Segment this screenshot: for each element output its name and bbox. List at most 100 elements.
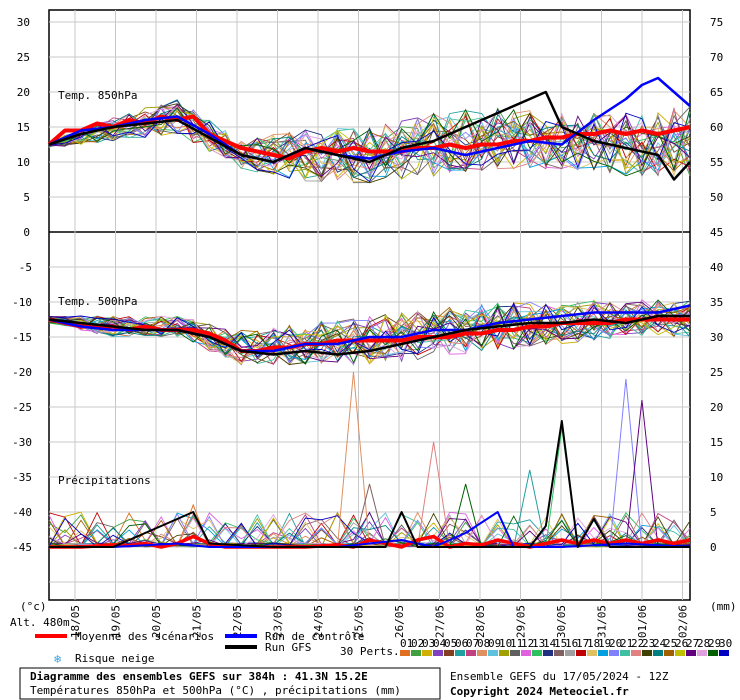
- pert-id-label: 17: [576, 637, 589, 650]
- series-line-t850: [48, 90, 691, 181]
- x-tick-label: 30/05: [555, 605, 568, 638]
- copyright-text: Copyright 2024 Meteociel.fr: [450, 685, 629, 698]
- pert-id-label: 28: [697, 637, 710, 650]
- y-tick-label-right: 70: [710, 51, 723, 64]
- y-tick-label-left: -40: [12, 506, 32, 519]
- x-tick-label: 26/05: [393, 605, 406, 638]
- pert-color-swatch: [587, 650, 597, 656]
- perturbation-line-t500: [48, 305, 691, 361]
- pert-color-swatch: [664, 650, 674, 656]
- perturbation-line-t850: [48, 112, 691, 183]
- series-line-t500: [48, 314, 690, 356]
- pert-color-swatch: [411, 650, 421, 656]
- y-tick-label-right: 35: [710, 296, 723, 309]
- y-tick-label-left: -45: [12, 541, 32, 554]
- pert-id-label: 05: [444, 637, 457, 650]
- pert-id-label: 06: [455, 637, 468, 650]
- pert-color-swatch: [697, 650, 707, 656]
- x-tick-label: 20/05: [150, 605, 163, 638]
- pert-id-label: 14: [543, 637, 557, 650]
- y-tick-label-left: 25: [17, 51, 30, 64]
- pert-id-label: 02: [411, 637, 424, 650]
- y-tick-label-right: 15: [710, 436, 723, 449]
- x-tick-label: 31/05: [596, 605, 609, 638]
- pert-color-swatch: [609, 650, 619, 656]
- y-tick-label-left: 5: [23, 191, 30, 204]
- precip-peak: [513, 469, 547, 548]
- y-tick-label-left: 10: [17, 156, 30, 169]
- precip-peak: [609, 378, 643, 548]
- pert-id-label: 16: [565, 637, 578, 650]
- series-line-t850: [48, 76, 691, 164]
- legend-control-label: Run de contrôle: [265, 630, 364, 643]
- pert-color-swatch: [565, 650, 575, 656]
- y-tick-label-left: -5: [19, 261, 32, 274]
- y-tick-label-left: 0: [23, 226, 30, 239]
- pert-id-label: 12: [521, 637, 534, 650]
- perturbation-line-t850: [48, 103, 691, 179]
- perturbation-line-t850: [48, 103, 691, 184]
- pert-id-label: 04: [433, 637, 447, 650]
- x-tick-label: 27/05: [434, 605, 447, 638]
- pert-color-swatch: [422, 650, 432, 656]
- pert-color-swatch: [708, 650, 718, 656]
- pert-id-label: 18: [587, 637, 600, 650]
- pert-id-label: 08: [477, 637, 490, 650]
- t850-panel-label: Temp. 850hPa: [58, 89, 137, 102]
- pert-color-swatch: [433, 650, 443, 656]
- y-tick-label-right: 65: [710, 86, 723, 99]
- series-lines: [47, 76, 691, 549]
- pert-id-label: 29: [708, 637, 721, 650]
- y-tick-label-left: -10: [12, 296, 32, 309]
- pert-color-swatch: [642, 650, 652, 656]
- y-tick-label-left: 20: [17, 86, 30, 99]
- series-line-precip: [49, 420, 690, 548]
- pert-color-swatch: [521, 650, 531, 656]
- precip-peak: [625, 399, 659, 548]
- y-tick-label-left: -15: [12, 331, 32, 344]
- y-tick-label-right: 55: [710, 156, 723, 169]
- y-tick-label-right: 30: [710, 331, 723, 344]
- y-tick-label-right: 0: [710, 541, 717, 554]
- snowflake-icon: ❄: [54, 652, 61, 666]
- pert-color-swatch: [400, 650, 410, 656]
- precip-peak: [352, 483, 387, 548]
- pert-id-label: 11: [510, 637, 523, 650]
- y-tick-label-right: 60: [710, 121, 723, 134]
- pert-id-label: 26: [675, 637, 688, 650]
- pert-id-label: 23: [642, 637, 655, 650]
- y-tick-label-left: 30: [17, 16, 30, 29]
- pert-color-swatch: [598, 650, 608, 656]
- perturbation-line-t850: [48, 110, 691, 180]
- y-tick-label-left: -20: [12, 366, 32, 379]
- pert-color-swatch: [444, 650, 454, 656]
- pert-color-swatch: [576, 650, 586, 656]
- x-tick-label: 02/06: [677, 605, 690, 638]
- pert-id-label: 22: [631, 637, 644, 650]
- x-tick-label: 29/05: [515, 605, 528, 638]
- pert-color-swatch: [499, 650, 509, 656]
- pert-id-label: 13: [532, 637, 545, 650]
- y-tick-label-right: 75: [710, 16, 723, 29]
- pert-id-label: 30: [719, 637, 732, 650]
- x-tick-label: 23/05: [272, 605, 285, 638]
- y-tick-label-left: 15: [17, 121, 30, 134]
- perturbation-line-t850: [48, 108, 691, 175]
- right-unit-label: (mm): [710, 600, 737, 613]
- y-tick-label-right: 20: [710, 401, 723, 414]
- legend-snow-label: Risque neige: [75, 652, 154, 665]
- pert-color-swatch: [554, 650, 564, 656]
- pert-color-swatch: [719, 650, 729, 656]
- pert-color-swatch: [620, 650, 630, 656]
- pert-id-label: 09: [488, 637, 501, 650]
- pert-color-swatch: [510, 650, 520, 656]
- chart-axes: 18/05 19/05 20/05 21/05 22/05 23/05 24/05 25/05…: [12, 16, 723, 638]
- pert-color-swatch: [675, 650, 685, 656]
- perturbation-legend: 0102030405060708091011121314151617181920…: [400, 637, 732, 656]
- y-tick-label-left: -30: [12, 436, 32, 449]
- pert-id-label: 20: [609, 637, 622, 650]
- x-tick-label: 28/05: [474, 605, 487, 638]
- pert-color-swatch: [631, 650, 641, 656]
- precip-panel-label: Précipitations: [58, 474, 151, 487]
